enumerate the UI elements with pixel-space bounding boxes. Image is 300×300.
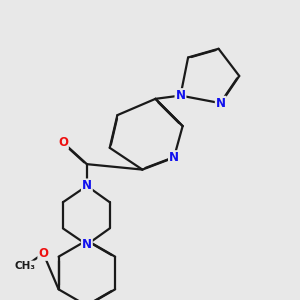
- Text: N: N: [216, 97, 226, 110]
- Text: N: N: [82, 238, 92, 251]
- Text: N: N: [176, 89, 185, 102]
- Text: N: N: [82, 179, 92, 192]
- Text: CH₃: CH₃: [14, 262, 35, 272]
- Text: N: N: [169, 151, 179, 164]
- Text: O: O: [38, 247, 48, 260]
- Text: O: O: [58, 136, 68, 149]
